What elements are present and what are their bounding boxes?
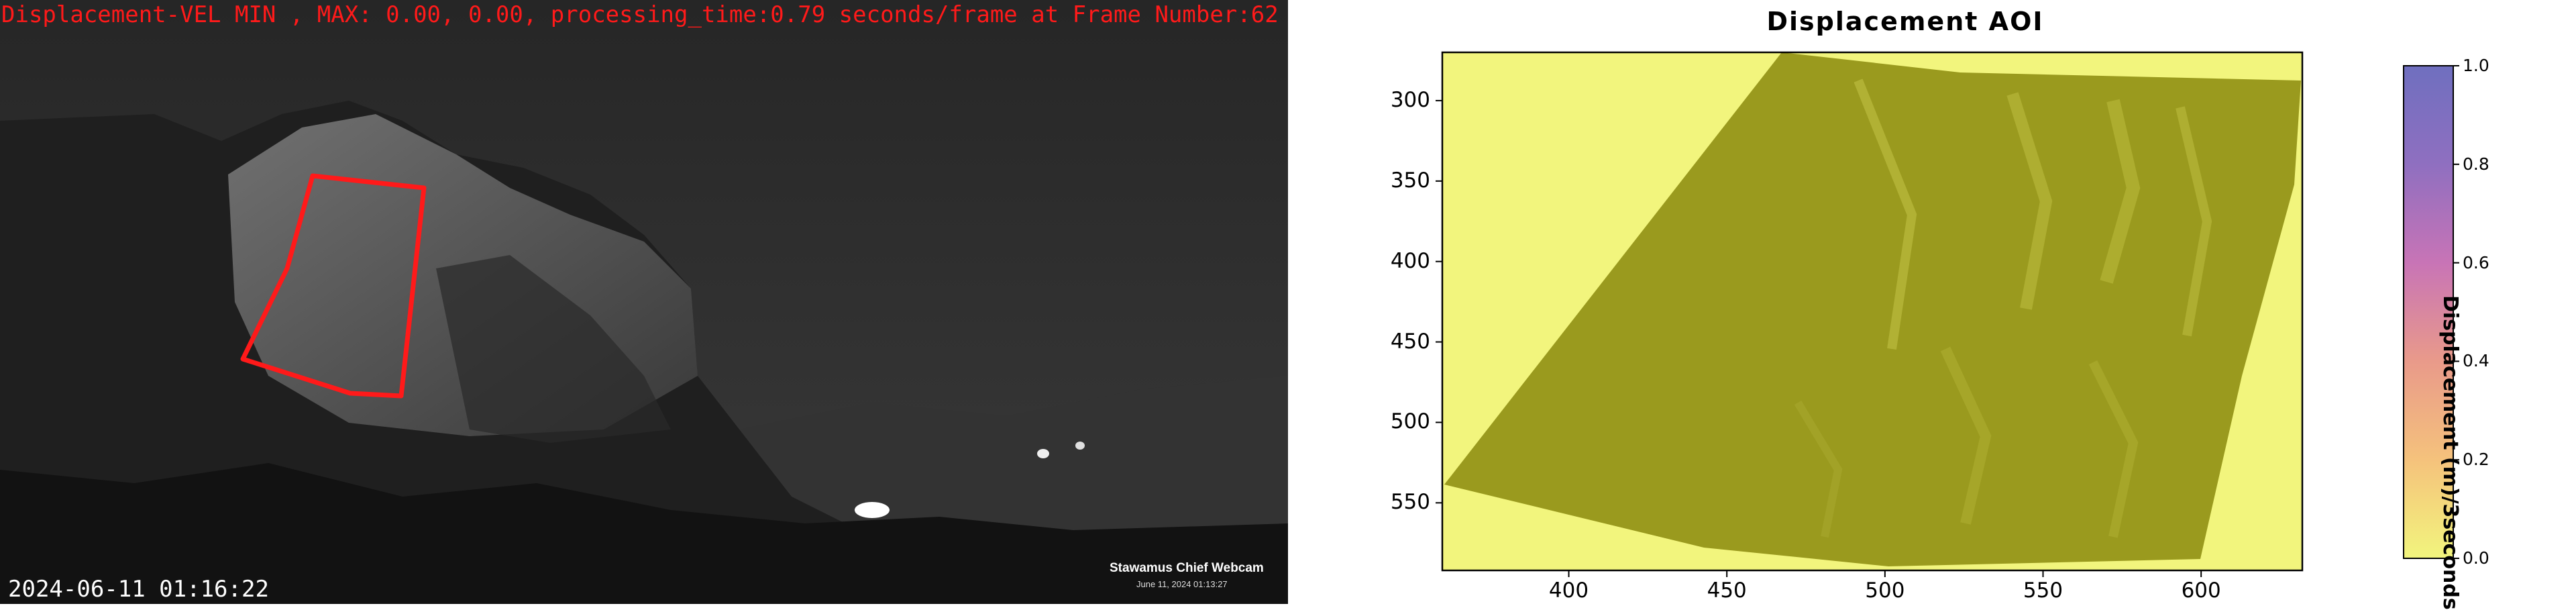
y-tick-label: 300 (1390, 87, 1430, 112)
aoi-outline (240, 173, 427, 399)
x-tick-label: 450 (1707, 578, 1747, 603)
webcam-watermark-title: Stawamus Chief Webcam (1110, 561, 1264, 575)
colorbar-tick-label: 0.4 (2463, 351, 2489, 371)
frame-timestamp: 2024-06-11 01:16:22 (8, 576, 269, 603)
y-tick-label: 550 (1390, 490, 1430, 515)
forest-foreground (0, 463, 1288, 604)
y-axis-ticks (1436, 99, 1442, 504)
light-glow-1 (855, 502, 890, 518)
aoi-displacement-region (1444, 52, 2301, 566)
x-tick-label: 400 (1548, 578, 1589, 603)
webcam-panel: Displacement-VEL MIN , MAX: 0.00, 0.00, … (0, 0, 1288, 604)
y-tick-label: 450 (1390, 329, 1430, 354)
light-glow-2 (1037, 449, 1049, 458)
colorbar-tick-label: 0.2 (2463, 450, 2489, 470)
x-axis-ticks (1568, 570, 2202, 577)
webcam-scene (0, 0, 1288, 604)
colorbar-tick-label: 1.0 (2463, 56, 2489, 75)
x-tick-label: 600 (2181, 578, 2221, 603)
colorbar (2403, 65, 2454, 559)
colorbar-tick-label: 0.8 (2463, 154, 2489, 174)
rock-face-shadow (436, 255, 671, 443)
colorbar-label: Displacement (m)/3seconds (2438, 295, 2462, 610)
far-hills (704, 376, 1288, 537)
colorbar-tick-label: 0.6 (2463, 252, 2489, 272)
colorbar-tick-label: 0.0 (2463, 548, 2489, 568)
x-tick-label: 500 (1865, 578, 1905, 603)
webcam-watermark-date: June 11, 2024 01:13:27 (1136, 579, 1228, 589)
displacement-plot-panel: Displacement AOI 300 350 400 450 500 550 400 4… (1288, 0, 2576, 610)
plot-title: Displacement AOI (1766, 7, 2044, 36)
light-glow-3 (1075, 442, 1085, 450)
y-tick-label: 400 (1390, 248, 1430, 273)
plot-frame (1441, 51, 2304, 572)
x-tick-label: 550 (2023, 578, 2063, 603)
colorbar-ticks (2453, 65, 2459, 559)
displacement-status-text: Displacement-VEL MIN , MAX: 0.00, 0.00, … (1, 1, 1279, 28)
aoi-texture (1794, 79, 2212, 538)
heatmap-plot (1436, 51, 2459, 577)
y-tick-label: 350 (1390, 168, 1430, 193)
y-tick-label: 500 (1390, 409, 1430, 434)
